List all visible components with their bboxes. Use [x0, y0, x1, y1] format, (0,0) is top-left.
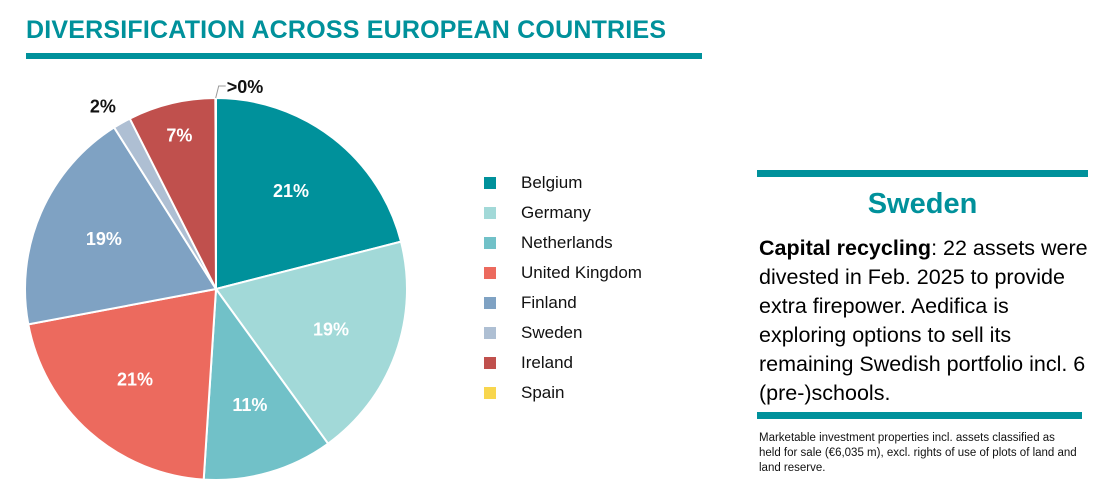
page-title: DIVERSIFICATION ACROSS EUROPEAN COUNTRIE…: [26, 16, 667, 44]
legend-swatch: [484, 387, 496, 399]
legend-item-belgium: Belgium: [484, 168, 642, 198]
legend-item-united-kingdom: United Kingdom: [484, 258, 642, 288]
sidebar-body: Capital recycling: 22 assets were divest…: [759, 234, 1089, 408]
data-label-belgium: 21%: [273, 181, 309, 201]
sidebar-keyword: Capital recycling: [759, 236, 932, 260]
sidebar-heading: Sweden: [867, 188, 978, 220]
pie-slice-netherlands: [202, 286, 330, 481]
sidebar-body-text: : 22 assets were divested in Feb. 2025 t…: [759, 236, 1088, 405]
legend-swatch: [484, 237, 496, 249]
legend-swatch: [484, 297, 496, 309]
legend-label: Sweden: [521, 323, 583, 342]
legend-swatch: [484, 327, 496, 339]
legend-label: Belgium: [521, 173, 583, 192]
data-label-netherlands: 11%: [232, 395, 267, 415]
legend-label: Spain: [521, 383, 565, 402]
data-label-germany: 19%: [313, 319, 349, 339]
legend-label: Netherlands: [521, 233, 613, 252]
sidebar-top-rule: [757, 170, 1088, 177]
legend-item-germany: Germany: [484, 198, 642, 228]
legend-label: United Kingdom: [521, 263, 642, 282]
sidebar-bottom-rule: [757, 412, 1082, 419]
pie-slice-belgium: [215, 96, 403, 291]
chart-legend: Belgium Germany Netherlands United Kingdom F…: [484, 168, 642, 408]
data-label-ireland: 7%: [166, 125, 192, 145]
footnote: Marketable investment properties incl. a…: [759, 432, 1077, 474]
legend-swatch: [484, 357, 496, 369]
legend-swatch: [484, 267, 496, 279]
pie-slice-united-kingdom: [27, 287, 218, 481]
title-underline: [26, 53, 702, 59]
legend-item-ireland: Ireland: [484, 348, 642, 378]
pie-slice-finland: [24, 126, 218, 326]
legend-item-finland: Finland: [484, 288, 642, 318]
pie-slice-spain: [214, 96, 217, 290]
legend-item-netherlands: Netherlands: [484, 228, 642, 258]
leader-line-spain: [215, 85, 226, 99]
legend-swatch: [484, 177, 496, 189]
data-label-united-kingdom: 21%: [117, 369, 153, 389]
legend-item-sweden: Sweden: [484, 318, 642, 348]
legend-label: Ireland: [521, 353, 573, 372]
pie-slice-germany: [214, 240, 408, 446]
legend-swatch: [484, 207, 496, 219]
legend-label: Germany: [521, 203, 591, 222]
pie-chart: 21% 19% 11% 21% 19% 2% 7% >0%: [24, 77, 408, 481]
data-label-finland: 19%: [86, 229, 122, 249]
legend-label: Finland: [521, 293, 577, 312]
data-label-sweden: 2%: [90, 97, 116, 117]
legend-item-spain: Spain: [484, 378, 642, 408]
data-label-spain: >0%: [227, 77, 264, 97]
